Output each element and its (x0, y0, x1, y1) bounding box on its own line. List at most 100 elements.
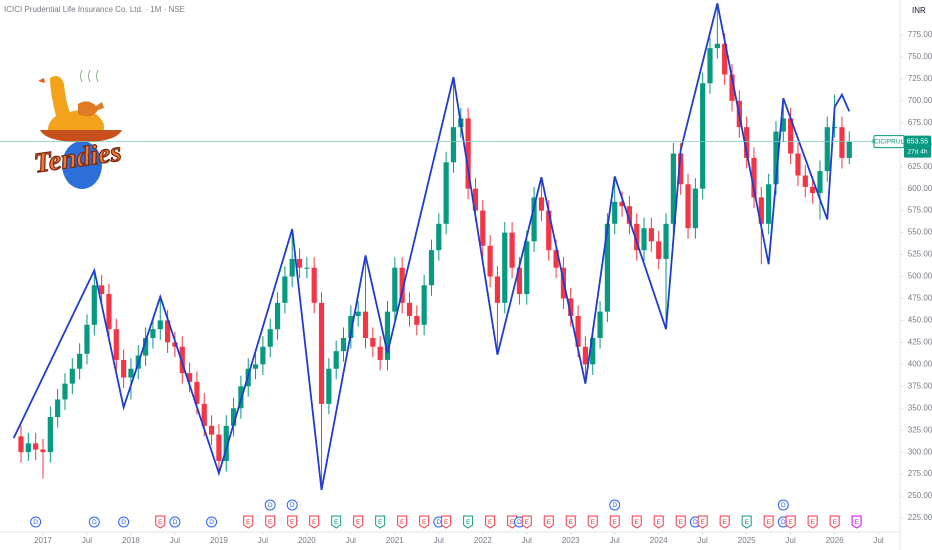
event-label: D (33, 519, 38, 526)
event-label: E (312, 519, 317, 526)
event-marker: E (353, 515, 364, 529)
x-tick-label: Jul (82, 536, 92, 545)
event-marker: E (565, 515, 576, 529)
candle-body (69, 368, 75, 384)
candle-body (531, 197, 537, 242)
event-flag (155, 515, 166, 529)
event-marker: E (521, 515, 532, 529)
event-marker: E (331, 515, 342, 529)
y-tick-label: 725.00 (908, 74, 932, 83)
candle-body (502, 232, 508, 303)
candle-body (590, 337, 596, 365)
candle-body (465, 118, 471, 189)
event-marker: E (287, 515, 298, 529)
y-tick-label: 700.00 (908, 96, 932, 105)
event-marker: E (785, 515, 796, 529)
candle-body (509, 232, 515, 268)
zigzag-line (12, 3, 851, 491)
event-label: D (517, 519, 522, 526)
event-marker: E (631, 515, 642, 529)
candle-body (340, 337, 347, 352)
event-circle (30, 516, 42, 528)
x-tick-label: 2024 (650, 536, 668, 545)
candle-body (201, 403, 207, 426)
event-marker: E (763, 515, 774, 529)
logo-steam (80, 69, 99, 83)
price-tag-value: 653.55 (907, 138, 929, 145)
x-tick-label: Jul (346, 536, 356, 545)
event-marker: D (286, 499, 298, 511)
candle-body (700, 83, 706, 189)
y-tick-label: 775.00 (908, 30, 932, 39)
candle-body (25, 443, 31, 453)
event-flag (785, 515, 796, 529)
currency: INR (912, 6, 926, 15)
event-flag (719, 515, 730, 529)
event-flag (631, 515, 642, 529)
event-label: D (268, 502, 273, 509)
x-tick-label: 2023 (562, 536, 580, 545)
candle-body (553, 250, 559, 268)
candle-body (260, 346, 266, 365)
chart-title: ICICI Prudential Life Insurance Co. Ltd.… (4, 5, 185, 14)
candle-body (121, 359, 127, 378)
event-label: E (510, 519, 515, 526)
event-flag (829, 515, 840, 529)
candle-body (824, 127, 830, 172)
candle-body (656, 241, 662, 259)
event-marker: E (463, 515, 474, 529)
event-flag (675, 515, 686, 529)
candle-body (326, 368, 332, 404)
x-tick-label: 2019 (210, 536, 228, 545)
candle-body (788, 118, 794, 154)
candle-body (289, 258, 295, 277)
candle-body (516, 267, 523, 295)
x-tick-label: 2021 (386, 536, 404, 545)
event-label: E (613, 519, 618, 526)
candle-body (604, 223, 610, 312)
candle-body (450, 127, 457, 163)
event-marker: E (543, 515, 554, 529)
event-marker: D (30, 516, 42, 528)
x-tick-label: 2017 (34, 536, 52, 545)
candle-body (810, 186, 816, 194)
candle-body (729, 74, 735, 101)
candle-body (157, 320, 163, 330)
event-flag (741, 515, 752, 529)
x-tick-label: Jul (170, 536, 180, 545)
candle-body (143, 337, 149, 356)
candle-body (414, 316, 420, 325)
x-tick-label: 2020 (298, 536, 316, 545)
event-marker: E (265, 515, 276, 529)
event-label: D (612, 502, 617, 509)
event-flag (521, 515, 532, 529)
event-marker: D (169, 516, 181, 528)
event-label: D (121, 519, 126, 526)
y-tick-label: 675.00 (908, 118, 932, 127)
candle-body (494, 276, 501, 303)
event-label: E (422, 519, 427, 526)
event-flag (851, 515, 862, 529)
event-circle (777, 499, 789, 511)
candle-body (392, 267, 398, 312)
event-marker: E (609, 515, 620, 529)
candle-body (311, 267, 317, 303)
x-tick-label: Jul (434, 536, 444, 545)
event-label: E (378, 519, 383, 526)
price-tag-countdown: 27d 4h (908, 148, 928, 155)
candle-body (707, 48, 713, 84)
y-tick-label: 750.00 (908, 52, 932, 61)
candle-body (318, 302, 325, 404)
x-tick-label: Jul (786, 536, 796, 545)
event-label: D (92, 519, 97, 526)
candle-body (55, 399, 61, 418)
candle-body (670, 153, 676, 224)
y-tick-label: 275.00 (908, 469, 932, 478)
event-flag (353, 515, 364, 529)
candle-body (362, 311, 369, 338)
price-tag-box (904, 135, 931, 158)
event-marker: E (653, 515, 664, 529)
event-marker: E (155, 515, 166, 529)
event-label: D (781, 519, 786, 526)
candle-body (399, 267, 405, 303)
